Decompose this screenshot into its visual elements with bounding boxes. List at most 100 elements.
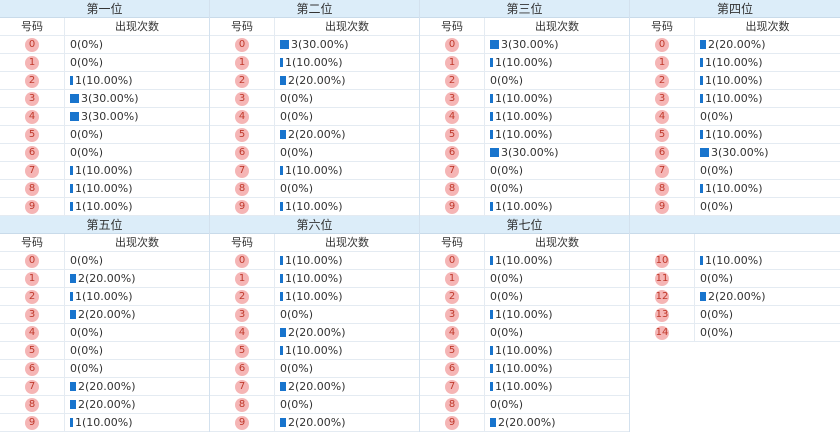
table-row: 9 2(20.00%) xyxy=(420,413,629,432)
number-ball: 0 xyxy=(445,37,459,52)
count-cell: 0(0%) xyxy=(65,360,209,378)
table-row: 2 1(10.00%) xyxy=(0,71,209,90)
number-cell: 13 xyxy=(630,305,695,324)
frequency-bar xyxy=(70,418,73,427)
number-ball: 9 xyxy=(655,199,669,214)
count-text: 2(20.00%) xyxy=(78,308,136,321)
frequency-bar xyxy=(280,346,283,355)
table-row: 0 3(30.00%) xyxy=(210,35,419,54)
table-header: 号码 出现次数 xyxy=(630,18,840,36)
count-cell: 2(20.00%) xyxy=(275,414,419,432)
count-text: 2(20.00%) xyxy=(708,38,766,51)
count-text: 0(0%) xyxy=(490,182,524,195)
count-cell: 2(20.00%) xyxy=(65,378,209,396)
table-row: 6 3(30.00%) xyxy=(420,143,629,162)
count-text: 1(10.00%) xyxy=(75,74,133,87)
count-cell: 1(10.00%) xyxy=(65,72,209,90)
number-cell: 4 xyxy=(420,107,485,126)
number-ball: 6 xyxy=(235,145,249,160)
count-cell: 3(30.00%) xyxy=(275,36,419,54)
count-text: 2(20.00%) xyxy=(288,326,346,339)
number-ball: 5 xyxy=(445,343,459,358)
number-cell: 1 xyxy=(420,53,485,72)
table-row: 6 0(0%) xyxy=(210,359,419,378)
count-text: 1(10.00%) xyxy=(285,164,343,177)
number-ball: 8 xyxy=(235,181,249,196)
number-ball: 0 xyxy=(655,37,669,52)
table-row: 5 0(0%) xyxy=(0,125,209,144)
number-cell: 11 xyxy=(630,269,695,288)
count-text: 1(10.00%) xyxy=(495,110,553,123)
number-ball: 4 xyxy=(235,109,249,124)
table-header: 号码 出现次数 xyxy=(210,18,419,36)
frequency-bar xyxy=(490,130,493,139)
count-text: 1(10.00%) xyxy=(285,290,343,303)
number-cell: 2 xyxy=(420,287,485,306)
frequency-bar xyxy=(70,76,73,85)
table-row: 5 1(10.00%) xyxy=(420,341,629,360)
table-row: 1 0(0%) xyxy=(420,269,629,288)
count-text: 0(0%) xyxy=(490,326,524,339)
frequency-bar xyxy=(70,166,73,175)
count-text: 1(10.00%) xyxy=(75,290,133,303)
count-text: 1(10.00%) xyxy=(495,92,553,105)
frequency-bar xyxy=(700,94,703,103)
count-text: 0(0%) xyxy=(490,164,524,177)
table-row: 7 1(10.00%) xyxy=(420,377,629,396)
number-ball: 8 xyxy=(25,181,39,196)
count-cell: 2(20.00%) xyxy=(275,72,419,90)
position-title: 第七位 xyxy=(420,216,629,234)
count-text: 1(10.00%) xyxy=(75,200,133,213)
number-cell: 9 xyxy=(0,197,65,216)
count-cell: 0(0%) xyxy=(275,144,419,162)
count-cell: 0(0%) xyxy=(65,252,209,270)
position-panel: 第五位 号码 出现次数 0 0(0%) 1 2(20.00%) 2 1(10.00%) 3 2(20… xyxy=(0,216,210,432)
number-cell: 8 xyxy=(210,395,275,414)
count-column-header xyxy=(695,234,840,251)
count-text: 1(10.00%) xyxy=(705,74,763,87)
number-ball: 0 xyxy=(445,253,459,268)
count-text: 0(0%) xyxy=(280,308,314,321)
count-cell: 0(0%) xyxy=(695,306,840,324)
number-ball: 4 xyxy=(25,325,39,340)
table-row: 7 1(10.00%) xyxy=(210,161,419,180)
count-text: 0(0%) xyxy=(490,272,524,285)
count-text: 0(0%) xyxy=(70,254,104,267)
table-row: 5 2(20.00%) xyxy=(210,125,419,144)
number-cell: 0 xyxy=(420,35,485,54)
number-ball: 2 xyxy=(655,73,669,88)
count-text: 1(10.00%) xyxy=(285,254,343,267)
count-text: 0(0%) xyxy=(280,110,314,123)
count-text: 0(0%) xyxy=(280,182,314,195)
count-text: 0(0%) xyxy=(70,146,104,159)
number-ball: 8 xyxy=(445,181,459,196)
number-ball: 2 xyxy=(445,73,459,88)
table-row: 7 0(0%) xyxy=(630,161,840,180)
table-row: 7 1(10.00%) xyxy=(0,161,209,180)
count-text: 0(0%) xyxy=(700,164,734,177)
table-row: 5 0(0%) xyxy=(0,341,209,360)
table-row: 2 0(0%) xyxy=(420,71,629,90)
count-cell: 1(10.00%) xyxy=(695,90,840,108)
count-cell: 0(0%) xyxy=(485,162,629,180)
count-cell: 0(0%) xyxy=(485,180,629,198)
number-ball: 7 xyxy=(235,163,249,178)
count-cell: 1(10.00%) xyxy=(485,252,629,270)
count-text: 3(30.00%) xyxy=(501,146,559,159)
table-row: 6 3(30.00%) xyxy=(630,143,840,162)
frequency-bar xyxy=(490,58,493,67)
number-cell: 0 xyxy=(420,251,485,270)
number-ball: 4 xyxy=(655,109,669,124)
count-text: 0(0%) xyxy=(700,110,734,123)
position-title xyxy=(630,216,840,234)
frequency-bar xyxy=(280,202,283,211)
number-ball: 0 xyxy=(235,37,249,52)
number-ball: 6 xyxy=(445,145,459,160)
count-cell: 1(10.00%) xyxy=(275,342,419,360)
table-row: 2 1(10.00%) xyxy=(210,287,419,306)
table-row: 7 0(0%) xyxy=(420,161,629,180)
number-cell: 6 xyxy=(210,359,275,378)
count-cell: 1(10.00%) xyxy=(275,198,419,216)
number-ball: 3 xyxy=(25,91,39,106)
position-panel: 第一位 号码 出现次数 0 0(0%) 1 0(0%) 2 1(10.00%) 3 3(30.00%… xyxy=(0,0,210,216)
